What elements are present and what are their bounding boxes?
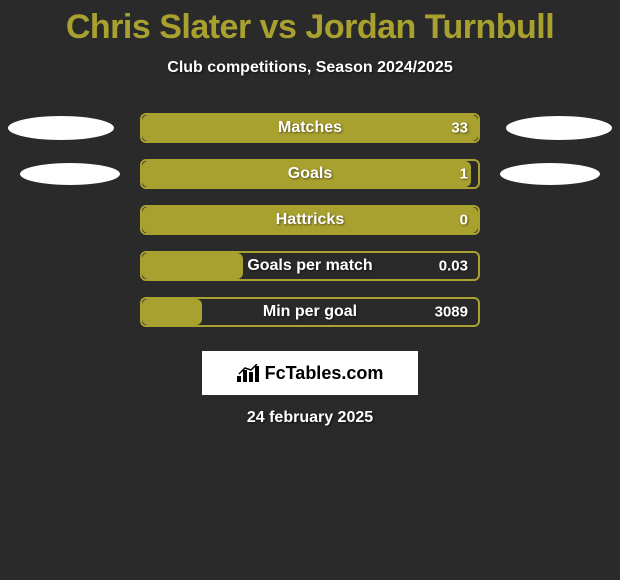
subtitle: Club competitions, Season 2024/2025 bbox=[0, 59, 620, 77]
stat-value: 0.03 bbox=[439, 258, 468, 275]
stat-row: Hattricks0 bbox=[0, 197, 620, 243]
stat-label: Goals bbox=[142, 165, 478, 183]
stat-value: 33 bbox=[451, 120, 468, 137]
stat-label: Matches bbox=[142, 119, 478, 137]
stat-value: 3089 bbox=[435, 304, 468, 321]
date-label: 24 february 2025 bbox=[0, 409, 620, 427]
stat-row: Matches33 bbox=[0, 105, 620, 151]
player-ellipse-right bbox=[500, 163, 600, 185]
player-ellipse-right bbox=[506, 116, 612, 140]
stat-bar: Goals per match0.03 bbox=[140, 251, 480, 281]
stat-bar: Goals1 bbox=[140, 159, 480, 189]
stat-bar: Hattricks0 bbox=[140, 205, 480, 235]
stat-row: Goals per match0.03 bbox=[0, 243, 620, 289]
bars-icon bbox=[237, 364, 259, 382]
page-title: Chris Slater vs Jordan Turnbull bbox=[0, 0, 620, 47]
stat-bar: Matches33 bbox=[140, 113, 480, 143]
stat-row: Min per goal3089 bbox=[0, 289, 620, 335]
stat-label: Hattricks bbox=[142, 211, 478, 229]
stat-label: Goals per match bbox=[142, 257, 478, 275]
player-ellipse-left bbox=[8, 116, 114, 140]
player-ellipse-left bbox=[20, 163, 120, 185]
stat-value: 0 bbox=[460, 212, 468, 229]
stat-bar: Min per goal3089 bbox=[140, 297, 480, 327]
fctables-logo: FcTables.com bbox=[202, 351, 418, 395]
stat-row: Goals1 bbox=[0, 151, 620, 197]
stat-value: 1 bbox=[460, 166, 468, 183]
stat-label: Min per goal bbox=[142, 303, 478, 321]
comparison-chart: Matches33 Goals1 Hattricks0 Goals per match… bbox=[0, 105, 620, 335]
logo-text: FcTables.com bbox=[265, 363, 384, 384]
